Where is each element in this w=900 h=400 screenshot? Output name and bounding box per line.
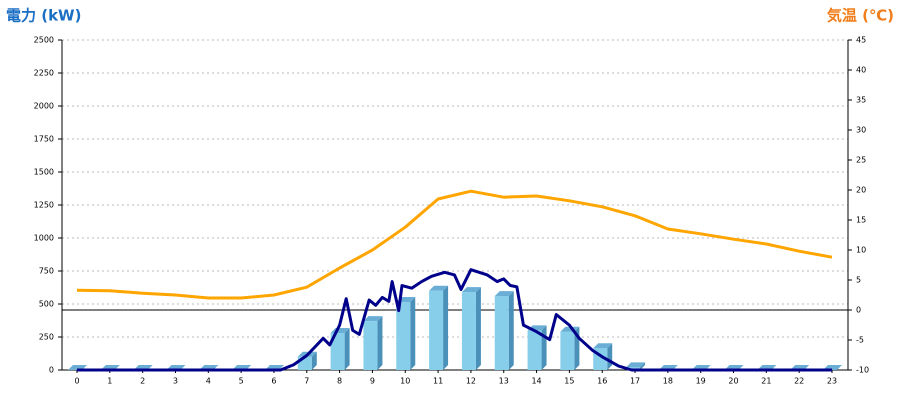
bar-face <box>344 328 350 370</box>
bar-face <box>443 285 449 370</box>
y-tick-label: 2500 <box>34 36 54 45</box>
x-tick-label: 12 <box>466 377 476 386</box>
bar <box>363 316 383 370</box>
x-tick-label: 0 <box>74 377 79 386</box>
bar-face <box>330 333 345 370</box>
x-tick-label: 14 <box>531 377 541 386</box>
x-tick-label: 19 <box>696 377 706 386</box>
x-tick-label: 3 <box>173 377 178 386</box>
y2-tick-label: 35 <box>856 96 866 105</box>
bar-face <box>461 292 476 370</box>
bar-face <box>560 331 575 370</box>
bar-face <box>527 330 542 370</box>
bar-face <box>541 325 547 370</box>
bar-face <box>396 302 411 370</box>
bar <box>494 291 514 370</box>
x-tick-label: 22 <box>794 377 804 386</box>
bar-face <box>640 362 646 370</box>
y2-tick-label: 0 <box>856 306 861 315</box>
bar <box>396 297 416 370</box>
y2-tick-label: -10 <box>856 366 869 375</box>
y2-tick-label: 40 <box>856 66 866 75</box>
x-tick-label: 9 <box>370 377 375 386</box>
y-tick-label: 1250 <box>34 201 54 210</box>
bar-face <box>461 287 481 293</box>
x-tick-label: 4 <box>206 377 211 386</box>
y-axis-title: 電力 (kW) <box>6 7 81 25</box>
x-tick-label: 2 <box>140 377 145 386</box>
y2-tick-label: 10 <box>856 246 866 255</box>
x-tick-label: 6 <box>271 377 276 386</box>
y2-tick-label: 45 <box>856 36 866 45</box>
bar <box>330 328 350 370</box>
bar-face <box>363 316 383 322</box>
x-tick-label: 23 <box>827 377 837 386</box>
bar-face <box>593 343 613 349</box>
y-tick-label: 1500 <box>34 168 54 177</box>
y-tick-label: 2000 <box>34 102 54 111</box>
y-tick-label: 500 <box>39 300 54 309</box>
line <box>76 189 833 300</box>
y-tick-label: 1000 <box>34 234 54 243</box>
y-tick-label: 1750 <box>34 135 54 144</box>
bar-face <box>410 297 416 370</box>
bar-face <box>494 296 509 370</box>
bar-face <box>429 285 449 291</box>
y2-tick-label: 15 <box>856 216 866 225</box>
bar-face <box>626 362 646 368</box>
y2-tick-label: -5 <box>856 336 864 345</box>
y2-axis-title: 気温 (℃) <box>827 7 894 25</box>
bar-face <box>494 291 514 297</box>
y-tick-label: 2250 <box>34 69 54 78</box>
x-tick-label: 20 <box>728 377 738 386</box>
bar-face <box>311 351 317 370</box>
y2-tick-label: 5 <box>856 276 861 285</box>
y2-tick-label: 25 <box>856 156 866 165</box>
bar-face <box>475 287 481 370</box>
x-tick-label: 5 <box>239 377 244 386</box>
x-tick-label: 10 <box>400 377 410 386</box>
x-tick-label: 7 <box>304 377 309 386</box>
line <box>77 268 832 372</box>
x-tick-label: 16 <box>597 377 607 386</box>
x-tick-label: 18 <box>663 377 673 386</box>
x-tick-label: 21 <box>761 377 771 386</box>
bar <box>429 285 449 370</box>
x-tick-label: 11 <box>433 377 443 386</box>
y-tick-label: 0 <box>49 366 54 375</box>
y-tick-label: 750 <box>39 267 54 276</box>
x-tick-label: 8 <box>337 377 342 386</box>
x-tick-label: 15 <box>564 377 574 386</box>
bar-face <box>508 291 514 370</box>
y-tick-label: 250 <box>39 333 54 342</box>
bar <box>461 287 481 370</box>
y2-tick-label: 30 <box>856 126 866 135</box>
bar-face <box>363 321 378 370</box>
bar-face <box>429 290 444 370</box>
x-tick-label: 17 <box>630 377 640 386</box>
x-tick-label: 1 <box>107 377 112 386</box>
x-tick-label: 13 <box>499 377 509 386</box>
bar-face <box>377 316 383 370</box>
y2-tick-label: 20 <box>856 186 866 195</box>
